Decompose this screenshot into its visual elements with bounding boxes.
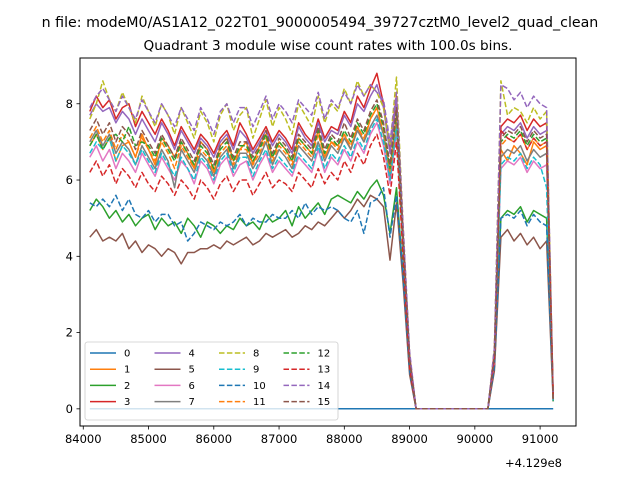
x-tick-label: 90000	[457, 432, 494, 446]
y-tick-label: 6	[66, 173, 73, 187]
x-tick-label: 89000	[391, 432, 428, 446]
x-tick-label: 88000	[326, 432, 363, 446]
legend-label-13: 13	[318, 365, 331, 376]
legend-label-3: 3	[124, 397, 130, 408]
legend-label-8: 8	[253, 349, 259, 360]
x-tick-label: 86000	[195, 432, 232, 446]
series-line-11	[89, 106, 554, 410]
legend-label-5: 5	[189, 365, 195, 376]
legend-label-10: 10	[253, 381, 266, 392]
legend-label-7: 7	[189, 397, 195, 408]
y-axis: 0 2 4 6 8	[66, 97, 80, 416]
axes-title: Quadrant 3 module wise count rates with …	[144, 38, 513, 54]
legend-label-12: 12	[318, 349, 331, 360]
y-tick-label: 2	[66, 326, 73, 340]
y-tick-label: 0	[66, 402, 73, 416]
legend-label-11: 11	[253, 397, 266, 408]
legend-label-1: 1	[124, 365, 130, 376]
x-tick-label: 91000	[522, 432, 559, 446]
legend-label-0: 0	[124, 349, 130, 360]
x-tick-label: 84000	[65, 432, 102, 446]
x-tick-label: 85000	[130, 432, 167, 446]
x-tick-label: 87000	[261, 432, 298, 446]
x-axis: 84000 85000 86000 87000 88000 89000 90000 91000	[65, 426, 558, 446]
legend-label-4: 4	[189, 349, 195, 360]
series-line-15	[89, 99, 554, 410]
legend-label-2: 2	[124, 381, 130, 392]
y-tick-label: 8	[66, 97, 73, 111]
plot-frame	[79, 57, 577, 427]
x-offset-label: +4.129e8	[505, 456, 562, 470]
series-line-14	[89, 83, 554, 410]
legend-frame	[84, 341, 339, 421]
series-layer	[89, 72, 554, 410]
legend-label-15: 15	[318, 397, 331, 408]
y-tick-label: 4	[66, 249, 73, 263]
legend-label-6: 6	[189, 381, 195, 392]
legend-label-9: 9	[253, 365, 259, 376]
legend-label-14: 14	[318, 381, 331, 392]
figure-suptitle: n file: modeM0/AS1A12_022T01_9000005494_…	[42, 15, 599, 31]
